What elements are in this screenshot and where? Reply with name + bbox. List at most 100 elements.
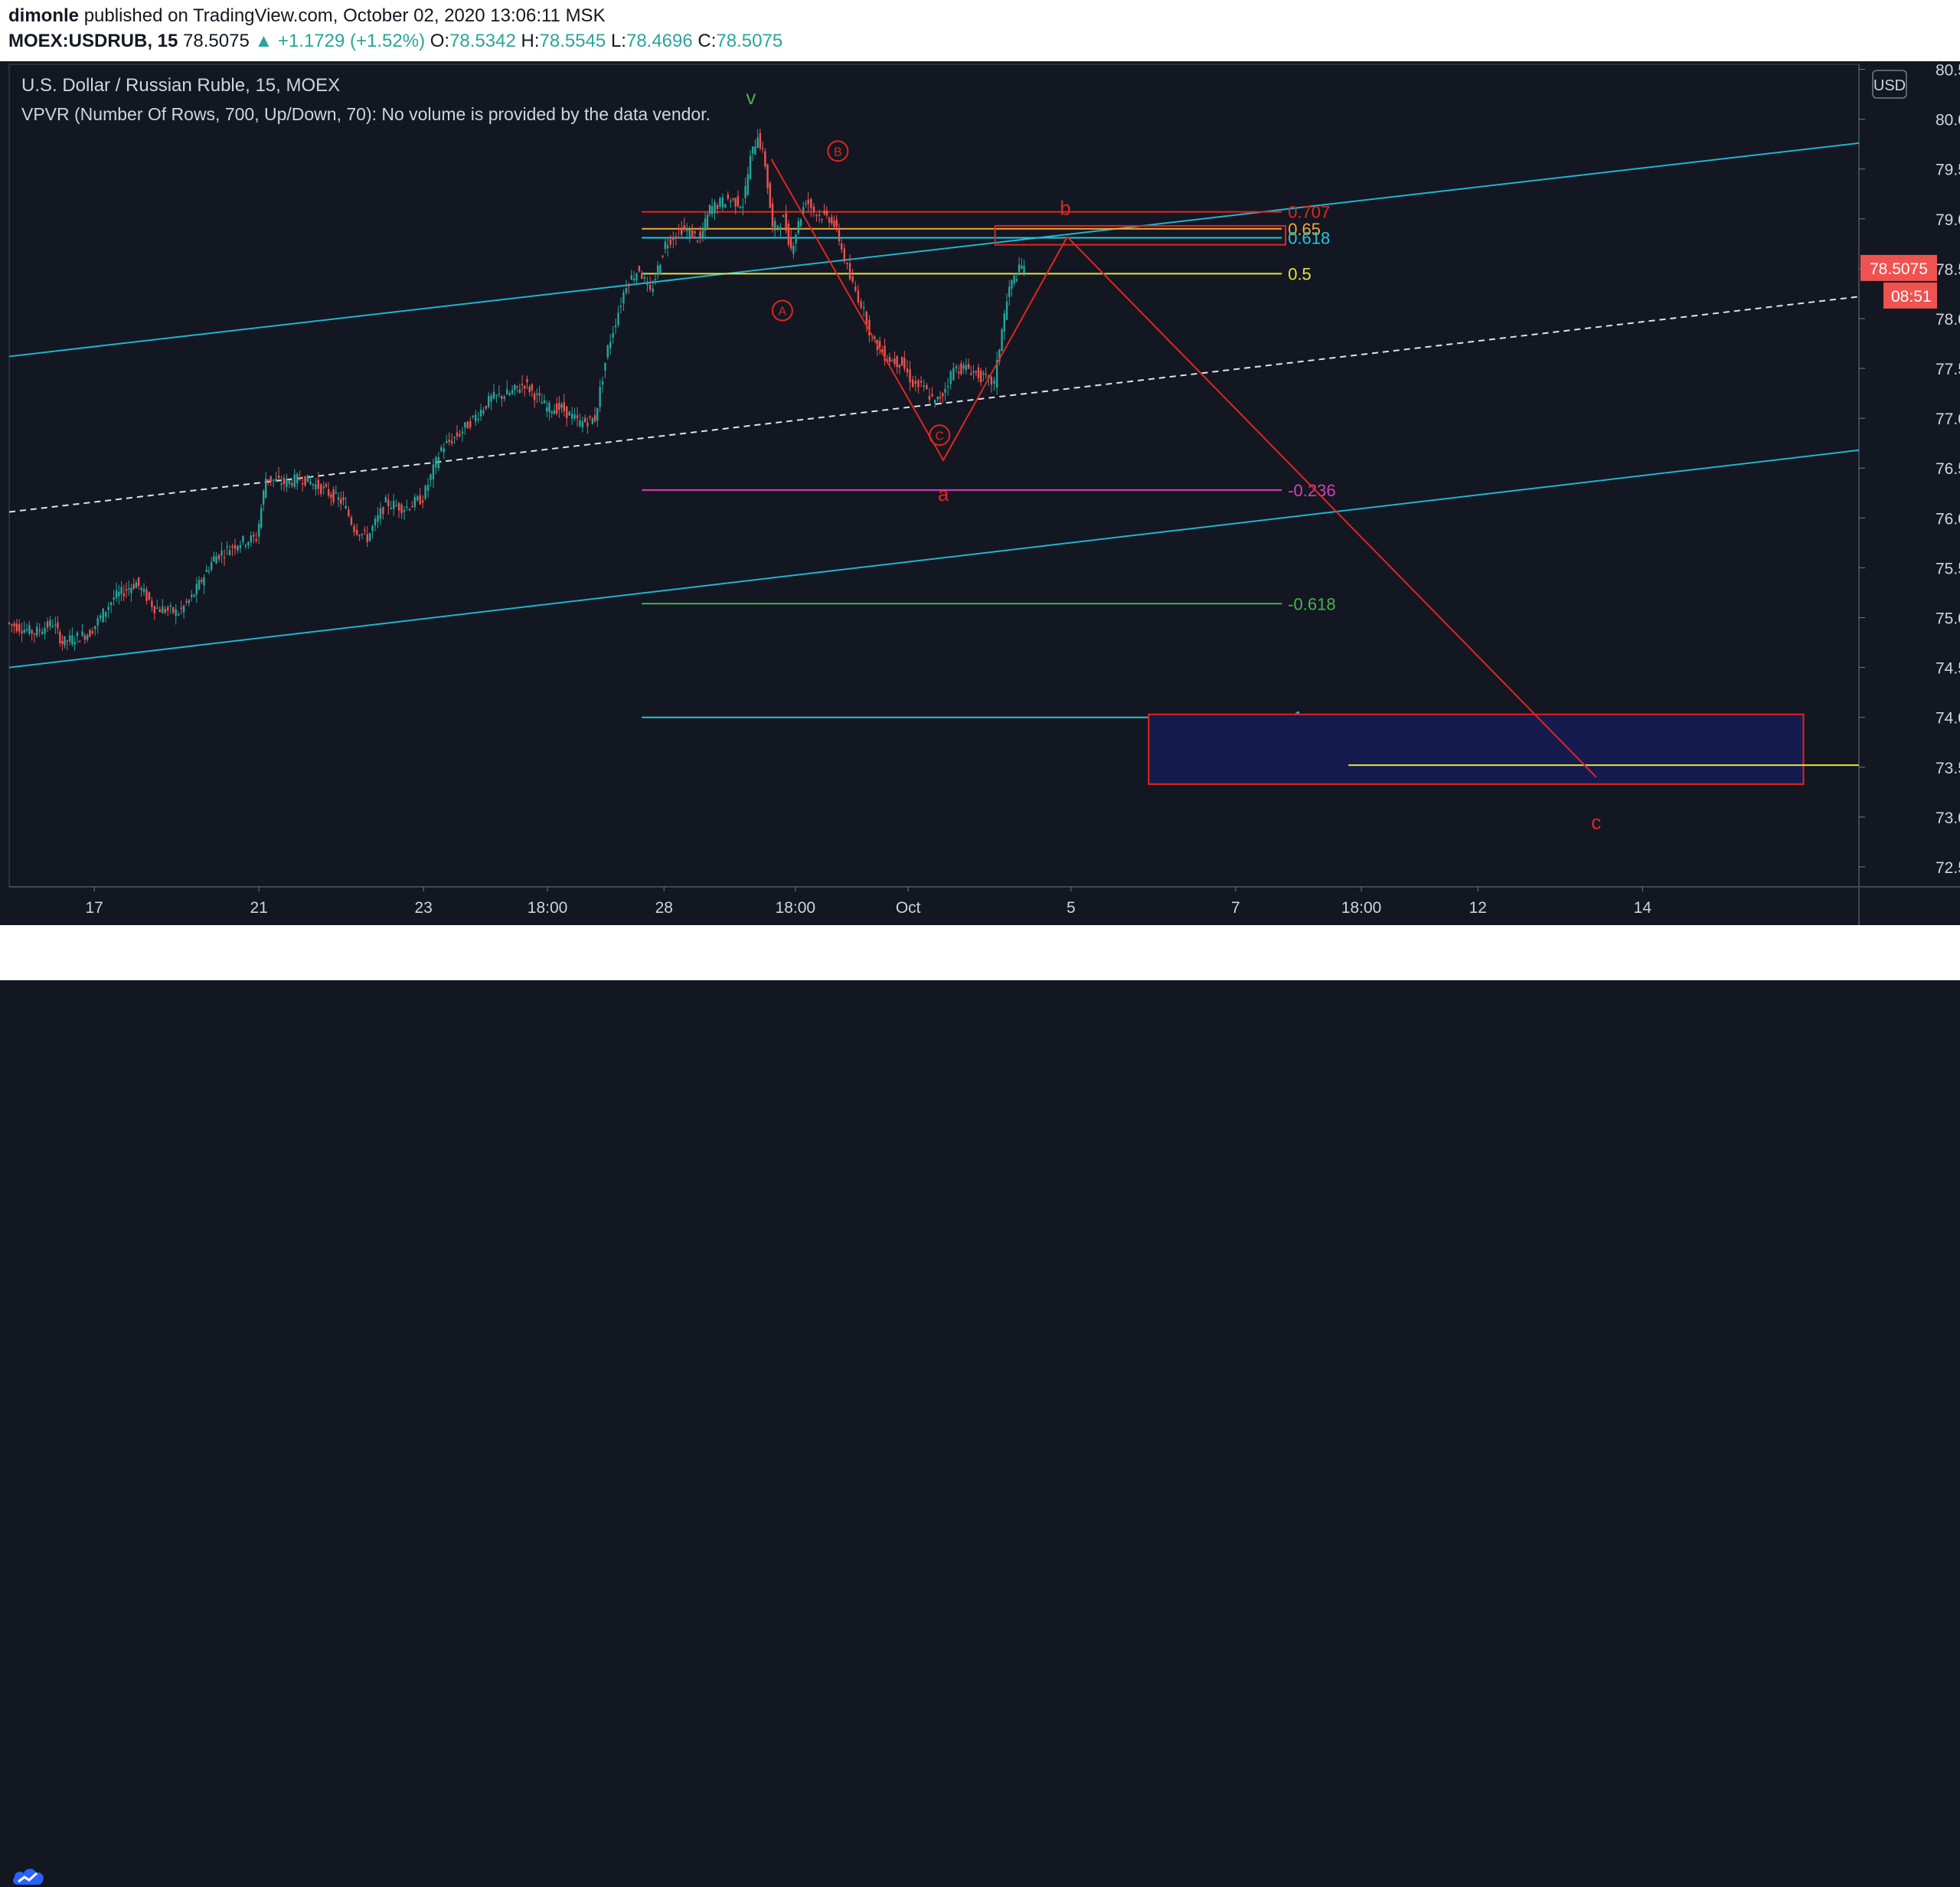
candle-body bbox=[560, 404, 563, 408]
candle-body bbox=[566, 406, 568, 419]
candle-body bbox=[792, 245, 795, 254]
candle-body bbox=[625, 288, 628, 293]
candle-body bbox=[411, 506, 413, 508]
wave-label-circle bbox=[827, 140, 849, 162]
candle-body bbox=[909, 369, 911, 383]
candle-body bbox=[652, 288, 654, 293]
candle-body bbox=[482, 410, 485, 414]
candle-body bbox=[1018, 264, 1021, 273]
indicator-status[interactable]: VPVR (Number Of Rows, 700, Up/Down, 70):… bbox=[21, 104, 710, 124]
fib-level-label: 0.618 bbox=[1288, 229, 1330, 248]
candle-body bbox=[669, 239, 671, 245]
candle-body bbox=[573, 414, 576, 419]
regression-channel[interactable] bbox=[8, 142, 1860, 669]
candle-body bbox=[180, 607, 182, 609]
chart-title[interactable]: U.S. Dollar / Russian Ruble, 15, MOEX bbox=[21, 75, 341, 96]
tradingview-brand[interactable]: TradingView bbox=[11, 1863, 162, 1887]
candle-body bbox=[782, 214, 785, 217]
candle-body bbox=[175, 609, 177, 616]
candle-body bbox=[514, 384, 516, 391]
zones[interactable] bbox=[994, 224, 1859, 785]
candle-body bbox=[533, 393, 536, 401]
candle-body bbox=[688, 229, 691, 237]
candle-body bbox=[998, 349, 1001, 362]
candle-body bbox=[898, 365, 901, 368]
candle-body bbox=[737, 195, 740, 207]
candle-body bbox=[799, 219, 802, 226]
candle-body bbox=[524, 385, 526, 389]
candle-body bbox=[397, 502, 400, 511]
candle-body bbox=[275, 478, 277, 482]
candle-body bbox=[498, 393, 501, 395]
candle-body bbox=[691, 230, 694, 239]
price-tick-label: 74.5000 bbox=[1936, 660, 1960, 678]
candle-body bbox=[167, 607, 169, 611]
candle-body bbox=[368, 533, 371, 541]
candle-body bbox=[568, 411, 570, 416]
candle-body bbox=[555, 404, 558, 414]
candle-body bbox=[825, 211, 828, 216]
candle-body bbox=[437, 456, 440, 469]
candle-body bbox=[696, 240, 699, 242]
last-price: 78.5075 bbox=[183, 31, 250, 51]
candle-body bbox=[18, 624, 21, 632]
candle-body bbox=[59, 632, 61, 643]
time-axis[interactable]: 17 21 23 18:00 28 18:00 Oct 5 7 18:00 12 14 bbox=[85, 887, 1651, 917]
candle-body bbox=[962, 365, 965, 369]
candle-body bbox=[536, 393, 538, 395]
candle-body bbox=[878, 341, 881, 348]
candle-body bbox=[46, 621, 49, 628]
candle-body bbox=[122, 593, 125, 597]
published-info: published on TradingView.com, October 02… bbox=[83, 5, 606, 26]
price-axis[interactable]: 80.5000 80.0000 79.5000 79.0000 78.5000 78.00… bbox=[1859, 62, 1960, 877]
candle-body bbox=[312, 484, 315, 486]
price-tick-label: 72.5000 bbox=[1936, 859, 1960, 877]
candle-body bbox=[1008, 286, 1011, 297]
candle-body bbox=[384, 497, 387, 502]
symbol-label[interactable]: MOEX:USDRUB, 15 bbox=[8, 31, 178, 51]
candle-body bbox=[432, 464, 435, 479]
candle-body bbox=[51, 626, 54, 627]
candle-body bbox=[169, 605, 172, 607]
candle-body bbox=[570, 414, 573, 419]
candle-body bbox=[641, 273, 643, 279]
candle-body bbox=[764, 151, 766, 167]
candle-body bbox=[960, 363, 962, 374]
candle-body bbox=[382, 507, 384, 515]
candle-body bbox=[546, 407, 548, 412]
candle-body bbox=[286, 479, 288, 487]
candle-body bbox=[759, 132, 762, 149]
candle-body bbox=[1005, 301, 1008, 320]
candle-body bbox=[488, 395, 490, 407]
candle-body bbox=[599, 386, 601, 407]
candle-body bbox=[327, 489, 330, 495]
candle-body bbox=[727, 195, 729, 199]
wave-lines[interactable] bbox=[770, 159, 1597, 778]
candle-body bbox=[995, 360, 998, 388]
time-tick-label: 12 bbox=[1469, 899, 1487, 917]
candle-body bbox=[828, 217, 831, 223]
candle-body bbox=[263, 490, 265, 505]
publish-header: dimonle published on TradingView.com, Oc… bbox=[0, 0, 1960, 61]
candle-body bbox=[708, 204, 711, 214]
target-zone-box bbox=[1148, 713, 1805, 785]
candle-body bbox=[657, 265, 659, 275]
publisher-name[interactable]: dimonle bbox=[8, 5, 80, 26]
candle-body bbox=[891, 360, 893, 362]
candle-body bbox=[213, 555, 215, 561]
candle-body bbox=[477, 418, 479, 420]
candle-body bbox=[374, 518, 377, 526]
candle-body bbox=[681, 227, 683, 235]
candle-body bbox=[888, 356, 891, 362]
candle-body bbox=[74, 642, 76, 645]
candle-body bbox=[11, 624, 13, 626]
candle-body bbox=[272, 479, 275, 481]
candle-body bbox=[371, 525, 374, 531]
candle-body bbox=[771, 203, 774, 227]
candle-body bbox=[49, 620, 51, 626]
candle-body bbox=[774, 221, 776, 231]
wave-label: C bbox=[935, 430, 944, 443]
candle-body bbox=[419, 495, 421, 505]
